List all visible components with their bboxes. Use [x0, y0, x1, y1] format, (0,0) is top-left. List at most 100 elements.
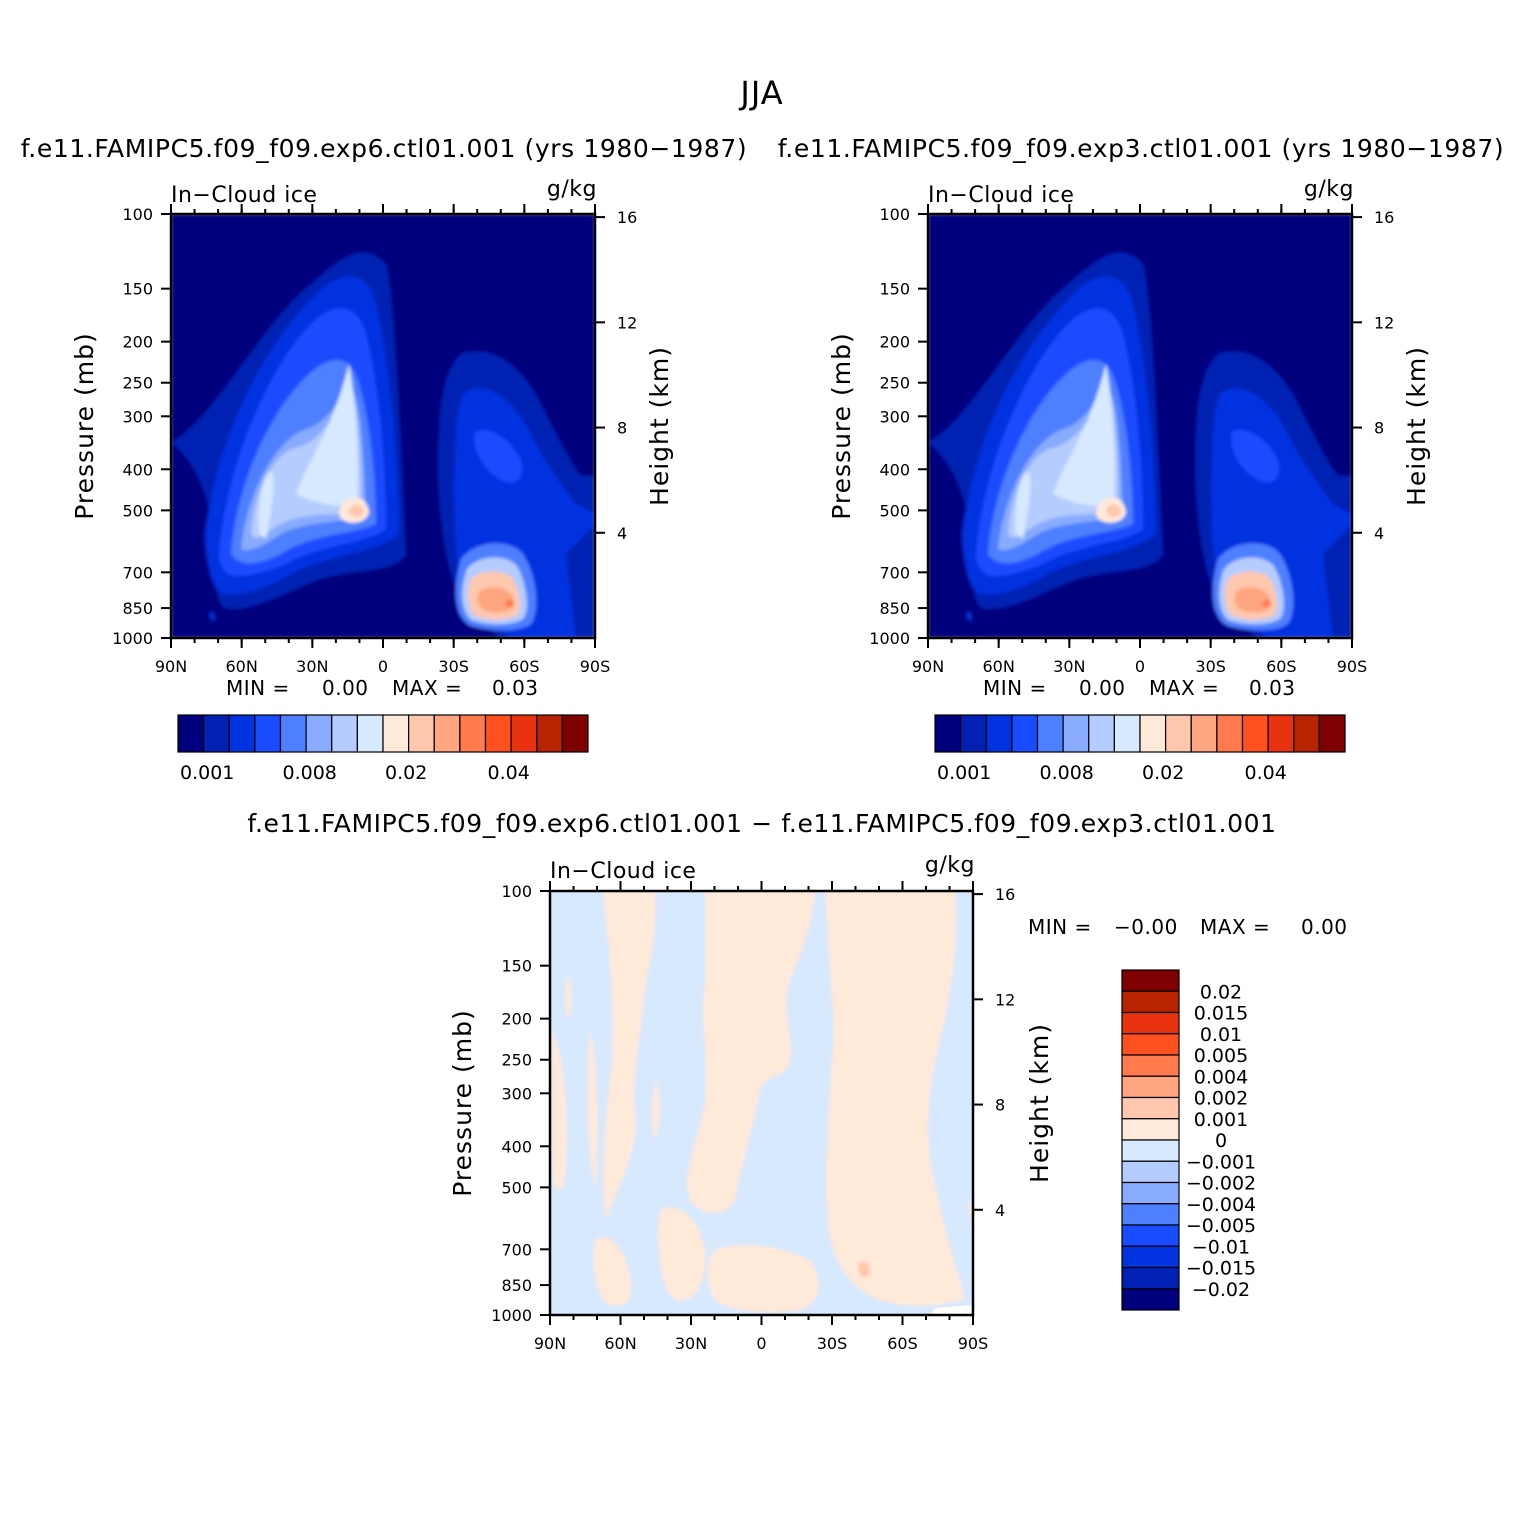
height-axis-label-left: Height (km) — [645, 346, 674, 506]
height-tick-label: 16 — [995, 885, 1015, 904]
colorbar-swatch — [305, 714, 333, 753]
colorbar-label: 0.001 — [180, 762, 234, 784]
pressure-tick-label: 850 — [501, 1276, 532, 1295]
colorbar-diff-swatch — [1121, 1181, 1180, 1205]
colorbar-swatch — [1318, 714, 1346, 753]
x-tick-label: 90N — [912, 657, 944, 676]
x-tick-label: 30S — [1195, 657, 1226, 676]
colorbar-diff-label: −0.001 — [1186, 1151, 1256, 1173]
pressure-tick-label: 700 — [122, 563, 153, 582]
pressure-tick-label: 400 — [122, 460, 153, 479]
panel-title-left: f.e11.FAMIPC5.f09_f09.exp6.ctl01.001 (yr… — [21, 134, 748, 163]
min-label-diff: MIN = — [1028, 915, 1092, 939]
height-axis-label-right: Height (km) — [1402, 346, 1431, 506]
min-label-left: MIN = — [226, 676, 290, 700]
colorbar-swatch — [203, 714, 230, 753]
height-tick-label: 12 — [995, 990, 1015, 1009]
pressure-tick-label: 100 — [122, 205, 153, 224]
panel-left: 90N 60N 30N 0 30S 60S 90S 100 150 200 250 300 400 500… — [70, 177, 674, 784]
x-tick-label: 90N — [534, 1334, 566, 1353]
colorbar-diff: 0.020.0150.010.0050.0040.0020.0010−0.001… — [1121, 969, 1256, 1311]
colorbar-swatch — [1165, 714, 1192, 753]
colorbar-diff-swatch — [1121, 1096, 1180, 1120]
colorbar-label: 0.008 — [1040, 762, 1094, 784]
pressure-tick-label: 250 — [501, 1051, 532, 1070]
contour-field-left — [171, 214, 595, 638]
colorbar-swatch — [177, 714, 205, 753]
colorbar-swatch — [1113, 714, 1141, 753]
contour-field-right — [928, 214, 1352, 638]
panel-right: 90N 60N 30N 0 30S 60S 90S 100 150 200 250 300 400 500… — [827, 177, 1431, 784]
x-tick-label: 90N — [155, 657, 187, 676]
colorbar-diff-swatch — [1121, 1160, 1180, 1184]
x-tick-label: 0 — [378, 657, 388, 676]
colorbar-swatch — [1062, 714, 1090, 753]
colorbar-diff-label: 0.015 — [1194, 1003, 1248, 1025]
colorbar-swatch — [536, 714, 563, 753]
colorbar-swatch — [1267, 714, 1295, 753]
max-label-right: MAX = — [1149, 676, 1219, 700]
pressure-tick-label: 300 — [122, 407, 153, 426]
x-tick-label: 0 — [1135, 657, 1145, 676]
colorbar-diff-swatch — [1121, 1054, 1180, 1077]
colorbar-diff-swatch — [1121, 990, 1180, 1014]
diff-title: f.e11.FAMIPC5.f09_f09.exp6.ctl01.001 − f… — [247, 809, 1276, 838]
x-tick-label: 60N — [604, 1334, 636, 1353]
max-label-diff: MAX = — [1200, 915, 1270, 939]
colorbar-swatch — [382, 714, 410, 753]
pressure-axis-label-left: Pressure (mb) — [70, 332, 99, 519]
height-tick-label: 12 — [1374, 313, 1394, 332]
x-tick-label: 30S — [817, 1334, 848, 1353]
colorbar-swatch — [1088, 714, 1115, 753]
contour-field-diff — [550, 891, 973, 1315]
x-tick-label: 30N — [1053, 657, 1085, 676]
min-value-right: 0.00 — [1079, 676, 1126, 700]
height-tick-label: 8 — [995, 1096, 1005, 1115]
pressure-tick-label: 500 — [122, 501, 153, 520]
colorbar-swatch — [1190, 714, 1218, 753]
x-tick-label: 30N — [675, 1334, 707, 1353]
colorbar-swatch — [960, 714, 987, 753]
colorbar-diff-swatch — [1121, 1245, 1180, 1269]
pressure-tick-label: 100 — [501, 882, 532, 901]
variable-label-left: In−Cloud ice — [171, 183, 317, 208]
pressure-tick-label: 100 — [879, 205, 910, 224]
colorbar-swatch — [484, 714, 512, 753]
colorbar-diff-swatch — [1121, 1033, 1180, 1056]
max-value-right: 0.03 — [1249, 676, 1296, 700]
colorbar-swatch — [934, 714, 962, 753]
min-label-right: MIN = — [983, 676, 1047, 700]
units-label-left: g/kg — [547, 177, 597, 202]
colorbar-swatch — [356, 714, 384, 753]
x-tick-label: 60S — [1266, 657, 1297, 676]
x-tick-label: 90S — [580, 657, 611, 676]
colorbar-swatch — [1139, 714, 1167, 753]
colorbar-diff-swatch — [1121, 1118, 1180, 1141]
colorbar-diff-label: 0 — [1215, 1130, 1227, 1152]
x-tick-label: 90S — [1337, 657, 1368, 676]
variable-label-diff: In−Cloud ice — [550, 859, 696, 884]
colorbar-diff-swatch — [1121, 1075, 1180, 1099]
pressure-tick-label: 1000 — [112, 629, 153, 648]
height-tick-label: 8 — [617, 419, 627, 438]
pressure-tick-label: 400 — [501, 1137, 532, 1156]
pressure-tick-label: 700 — [879, 563, 910, 582]
colorbar-diff-swatch — [1121, 1139, 1180, 1162]
colorbar-diff-swatch — [1121, 1288, 1180, 1311]
pressure-tick-label: 200 — [501, 1010, 532, 1029]
pressure-tick-label: 300 — [501, 1084, 532, 1103]
colorbar-label: 0.02 — [1142, 762, 1184, 784]
height-axis-label-diff: Height (km) — [1025, 1023, 1054, 1183]
colorbar-right: 0.001 0.008 0.02 0.04 — [934, 714, 1346, 784]
colorbar-label: 0.008 — [283, 762, 337, 784]
pressure-tick-label: 300 — [879, 407, 910, 426]
colorbar-diff-swatch — [1121, 969, 1180, 992]
colorbar-swatch — [510, 714, 538, 753]
colorbar-swatch — [1241, 714, 1269, 753]
pressure-tick-label: 250 — [122, 374, 153, 393]
colorbar-diff-label: −0.015 — [1186, 1258, 1256, 1280]
pressure-tick-label: 700 — [501, 1240, 532, 1259]
colorbar-label: 0.04 — [488, 762, 530, 784]
max-value-diff: 0.00 — [1301, 915, 1348, 939]
colorbar-swatch — [408, 714, 435, 753]
